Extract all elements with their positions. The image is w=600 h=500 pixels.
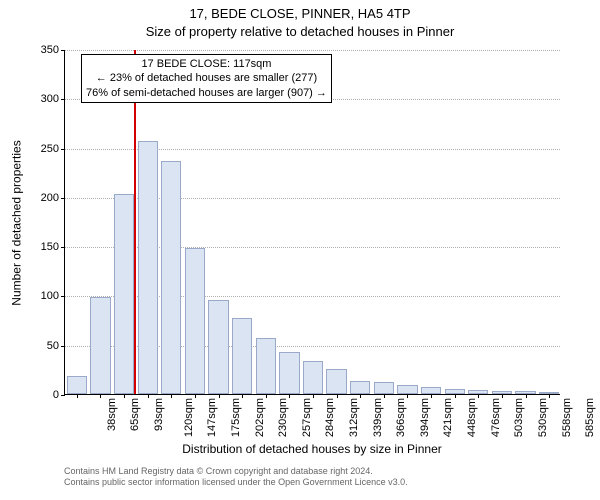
ytick-mark <box>61 247 65 248</box>
xtick-label: 257sqm <box>301 398 313 437</box>
xtick-label: 38sqm <box>106 398 118 431</box>
xtick-mark <box>242 394 243 398</box>
annotation-box: 17 BEDE CLOSE: 117sqm ← 23% of detached … <box>81 54 332 103</box>
histogram-bar <box>303 361 323 394</box>
xtick-label: 394sqm <box>419 398 431 437</box>
xtick-mark <box>148 394 149 398</box>
histogram-bar <box>161 161 181 394</box>
footer-line2: Contains public sector information licen… <box>64 477 560 488</box>
histogram-bar <box>256 338 276 394</box>
xtick-mark <box>313 394 314 398</box>
ytick-mark <box>61 99 65 100</box>
y-axis-label-container: Number of detached properties <box>10 50 24 395</box>
xtick-mark <box>266 394 267 398</box>
histogram-bar <box>326 369 346 394</box>
xtick-label: 147sqm <box>206 398 218 437</box>
xtick-label: 366sqm <box>395 398 407 437</box>
xtick-label: 202sqm <box>254 398 266 437</box>
xtick-mark <box>431 394 432 398</box>
histogram-bar <box>138 141 158 394</box>
x-axis-label: Distribution of detached houses by size … <box>64 442 560 456</box>
histogram-bar <box>114 194 134 394</box>
ytick-label: 150 <box>29 241 59 253</box>
xtick-mark <box>549 394 550 398</box>
xtick-mark <box>124 394 125 398</box>
page-title: 17, BEDE CLOSE, PINNER, HA5 4TP <box>0 6 600 21</box>
footer-line1: Contains HM Land Registry data © Crown c… <box>64 466 560 477</box>
histogram-bar <box>232 318 252 394</box>
xtick-mark <box>455 394 456 398</box>
xtick-label: 65sqm <box>129 398 141 431</box>
xtick-mark <box>502 394 503 398</box>
ytick-mark <box>61 346 65 347</box>
ytick-mark <box>61 395 65 396</box>
xtick-label: 421sqm <box>443 398 455 437</box>
xtick-mark <box>171 394 172 398</box>
xtick-label: 339sqm <box>372 398 384 437</box>
histogram-bar <box>374 382 394 394</box>
xtick-label: 558sqm <box>561 398 573 437</box>
xtick-mark <box>337 394 338 398</box>
xtick-label: 448sqm <box>466 398 478 437</box>
xtick-label: 312sqm <box>348 398 360 437</box>
annotation-line2: ← 23% of detached houses are smaller (27… <box>86 71 327 85</box>
ytick-label: 100 <box>29 290 59 302</box>
xtick-label: 476sqm <box>490 398 502 437</box>
xtick-label: 175sqm <box>230 398 242 437</box>
histogram-bar <box>397 385 417 394</box>
xtick-mark <box>100 394 101 398</box>
xtick-mark <box>384 394 385 398</box>
chart-plot-area: 05010015020025030035038sqm65sqm93sqm120s… <box>64 50 560 395</box>
xtick-mark <box>407 394 408 398</box>
ytick-label: 0 <box>29 389 59 401</box>
ytick-mark <box>61 50 65 51</box>
gridline <box>65 50 560 51</box>
xtick-mark <box>195 394 196 398</box>
xtick-mark <box>526 394 527 398</box>
ytick-mark <box>61 198 65 199</box>
xtick-label: 284sqm <box>325 398 337 437</box>
ytick-label: 50 <box>29 340 59 352</box>
xtick-label: 503sqm <box>513 398 525 437</box>
xtick-label: 120sqm <box>183 398 195 437</box>
xtick-mark <box>289 394 290 398</box>
ytick-label: 300 <box>29 93 59 105</box>
histogram-bar <box>279 352 299 394</box>
ytick-label: 200 <box>29 192 59 204</box>
annotation-line1: 17 BEDE CLOSE: 117sqm <box>86 57 327 71</box>
xtick-mark <box>219 394 220 398</box>
ytick-mark <box>61 296 65 297</box>
histogram-bar <box>185 248 205 394</box>
page-root: 17, BEDE CLOSE, PINNER, HA5 4TP Size of … <box>0 0 600 500</box>
xtick-label: 585sqm <box>584 398 596 437</box>
ytick-label: 350 <box>29 44 59 56</box>
ytick-mark <box>61 149 65 150</box>
xtick-mark <box>77 394 78 398</box>
xtick-mark <box>360 394 361 398</box>
histogram-bar <box>350 381 370 394</box>
page-subtitle: Size of property relative to detached ho… <box>0 24 600 39</box>
y-axis-label: Number of detached properties <box>10 140 24 305</box>
annotation-line3: 76% of semi-detached houses are larger (… <box>86 86 327 100</box>
histogram-bar <box>90 297 110 394</box>
footer: Contains HM Land Registry data © Crown c… <box>64 466 560 489</box>
histogram-bar <box>67 376 87 394</box>
xtick-label: 230sqm <box>277 398 289 437</box>
ytick-label: 250 <box>29 143 59 155</box>
histogram-bar <box>421 387 441 394</box>
xtick-label: 93sqm <box>153 398 165 431</box>
xtick-label: 530sqm <box>537 398 549 437</box>
xtick-mark <box>478 394 479 398</box>
histogram-bar <box>208 300 228 394</box>
